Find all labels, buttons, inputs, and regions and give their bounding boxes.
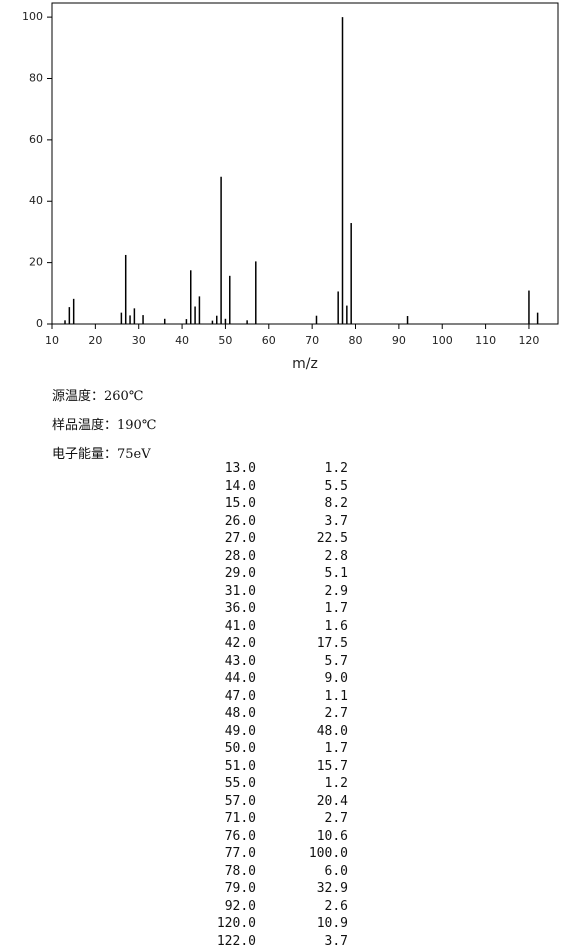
mz-cell: 92.0 — [224, 898, 256, 914]
x-tick-label: 50 — [218, 334, 232, 347]
mz-cell: 50.0 — [224, 741, 256, 756]
y-tick-label: 40 — [29, 194, 43, 207]
mz-cell: 44.0 — [224, 671, 256, 686]
intensity-cell: 5.1 — [324, 566, 348, 581]
mz-cell: 31.0 — [224, 583, 256, 599]
intensity-cell: 10.6 — [316, 828, 348, 844]
x-tick-label: 120 — [518, 334, 539, 347]
intensity-cell: 2.6 — [324, 898, 348, 914]
x-tick-label: 10 — [45, 334, 59, 347]
x-tick-label: 100 — [432, 334, 453, 347]
intensity-cell: 1.2 — [324, 461, 348, 476]
intensity-cell: 1.2 — [324, 776, 348, 791]
y-tick-label: 80 — [29, 71, 43, 84]
x-tick-label: 60 — [262, 334, 276, 347]
intensity-cell: 32.9 — [316, 881, 348, 896]
intensity-cell: 20.4 — [316, 793, 348, 809]
mz-cell: 43.0 — [224, 653, 256, 669]
intensity-cell: 9.0 — [324, 671, 348, 686]
info-line: 源温度：260℃ — [52, 389, 144, 404]
intensity-cell: 1.1 — [324, 688, 348, 704]
intensity-cell: 15.7 — [316, 758, 348, 774]
intensity-cell: 100.0 — [308, 846, 348, 861]
mz-cell: 49.0 — [224, 723, 256, 739]
mz-cell: 42.0 — [224, 636, 256, 651]
intensity-cell: 2.8 — [324, 548, 348, 564]
info-line: 电子能量：75eV — [52, 447, 151, 462]
x-tick-label: 70 — [305, 334, 319, 347]
intensity-cell: 10.9 — [316, 916, 348, 931]
x-tick-label: 80 — [349, 334, 363, 347]
intensity-cell: 1.7 — [324, 601, 348, 616]
chart: m/z 0 20 40 60 80 100 10 20 30 40 50 60 70 80 90 100 110… — [22, 2, 559, 372]
mz-cell: 55.0 — [224, 776, 256, 791]
mz-cell: 48.0 — [224, 706, 256, 721]
intensity-cell: 1.7 — [324, 741, 348, 756]
mz-cell: 79.0 — [224, 881, 256, 896]
intensity-cell: 5.7 — [324, 653, 348, 669]
info-line: 样品温度：190℃ — [52, 418, 157, 433]
mz-cell: 28.0 — [224, 548, 256, 564]
intensity-cell: 2.7 — [324, 811, 348, 826]
intensity-cell: 48.0 — [316, 723, 348, 739]
x-tick-label: 90 — [392, 334, 406, 347]
intensity-cell: 1.6 — [324, 618, 348, 634]
intensity-cell: 5.5 — [324, 478, 348, 494]
mz-cell: 57.0 — [224, 793, 256, 809]
y-tick-label: 60 — [29, 133, 43, 146]
mz-cell: 41.0 — [224, 618, 256, 634]
mz-cell: 122.0 — [216, 933, 256, 949]
mz-cell: 78.0 — [224, 863, 256, 879]
intensity-cell: 2.7 — [324, 706, 348, 721]
plot-frame — [51, 2, 559, 325]
x-tick-label: 20 — [88, 334, 102, 347]
x-tick-label: 30 — [132, 334, 146, 347]
y-tick-label: 0 — [36, 317, 43, 330]
x-tick-label: 40 — [175, 334, 189, 347]
x-tick-label: 110 — [475, 334, 496, 347]
intensity-cell: 17.5 — [316, 636, 348, 651]
y-tick-label: 100 — [22, 10, 43, 23]
mz-cell: 76.0 — [224, 828, 256, 844]
y-tick-label: 20 — [29, 256, 43, 269]
intensity-cell: 22.5 — [316, 531, 348, 546]
mz-cell: 26.0 — [224, 513, 256, 529]
mz-cell: 71.0 — [224, 811, 256, 826]
mz-cell: 77.0 — [224, 846, 256, 861]
mz-cell: 13.0 — [224, 461, 256, 476]
intensity-cell: 8.2 — [324, 496, 348, 511]
intensity-cell: 2.9 — [324, 583, 348, 599]
mz-cell: 47.0 — [224, 688, 256, 704]
x-axis-label: m/z — [292, 356, 318, 372]
mz-cell: 36.0 — [224, 601, 256, 616]
mz-cell: 29.0 — [224, 566, 256, 581]
intensity-cell: 6.0 — [324, 863, 348, 879]
intensity-cell: 3.7 — [324, 933, 348, 949]
mz-cell: 51.0 — [224, 758, 256, 774]
mz-cell: 15.0 — [224, 496, 256, 511]
intensity-cell: 3.7 — [324, 513, 348, 529]
mz-cell: 14.0 — [224, 478, 256, 494]
mz-cell: 27.0 — [224, 531, 256, 546]
mz-cell: 120.0 — [216, 916, 256, 931]
